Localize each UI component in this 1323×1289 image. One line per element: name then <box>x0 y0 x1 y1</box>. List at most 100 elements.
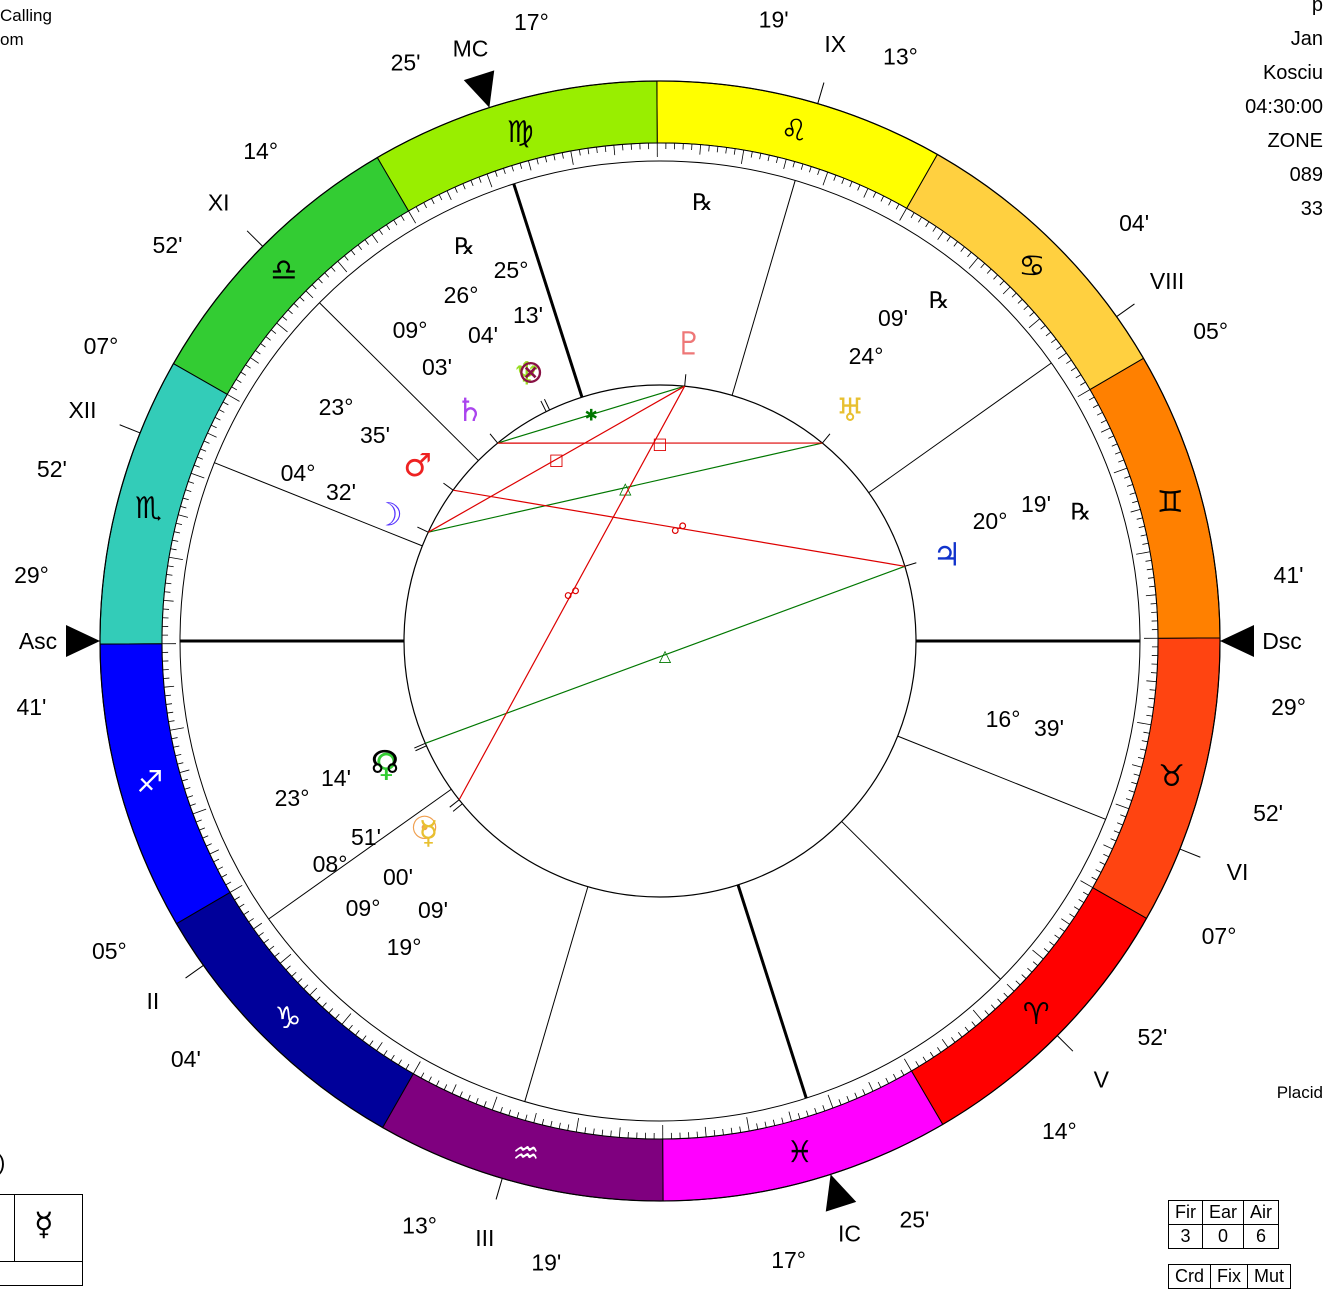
house-vi-degree: 07° <box>1202 923 1237 949</box>
sagittarius-icon: ♐ <box>136 765 163 800</box>
top-left-text: Calling om <box>0 6 52 50</box>
opposition-icon: ☍ <box>671 519 687 538</box>
element-fire-count: 3 <box>1169 1225 1203 1249</box>
neptune-retrograde-label: ℞ <box>454 233 475 259</box>
angle-asc-minute: 41' <box>16 694 46 720</box>
modality-fixed-header: Fix <box>1211 1265 1248 1289</box>
house-cusp-tick <box>496 1178 502 1199</box>
grid-divider <box>0 1261 82 1262</box>
pluto-position-label: 24° <box>849 343 884 369</box>
uranus-position-label: 19' <box>1021 491 1051 517</box>
jupiter-icon: ♃ <box>933 535 962 573</box>
neptune-position-label: 04' <box>468 322 498 348</box>
house-xii-name: XII <box>68 397 96 423</box>
header-line-5: ZONE <box>1245 124 1323 158</box>
chart-header-info: p Jan Kosciu 04:30:00 ZONE 089 33 <box>1245 0 1323 226</box>
angle-asc-degree: 29° <box>14 562 49 588</box>
house-ii-name: II <box>147 988 160 1014</box>
element-air-header: Air <box>1244 1201 1279 1225</box>
angle-ic-name: IC <box>838 1220 861 1246</box>
asc-arrow <box>66 625 100 657</box>
house-cusp-tick <box>247 231 263 247</box>
house-cusp-tick <box>1180 849 1200 857</box>
mc-arrow <box>464 70 494 107</box>
element-table: Fir Ear Air 3 0 6 <box>1168 1200 1279 1249</box>
saturn-position-label: 03' <box>422 354 452 380</box>
capricorn-icon: ♑ <box>275 1001 302 1036</box>
pluto-retrograde-label: ℞ <box>692 189 713 215</box>
angle-dsc-name: Dsc <box>1262 628 1302 654</box>
house-vi-name: VI <box>1227 859 1249 885</box>
house-xi-minute: 52' <box>153 232 183 258</box>
mercury-icon: ☿ <box>34 1205 54 1243</box>
uranus-position-label: 20° <box>973 508 1008 534</box>
house-xii-degree: 07° <box>84 333 119 359</box>
scorpio-icon: ♏ <box>135 491 162 526</box>
house-cusp-tick <box>1057 1036 1073 1052</box>
libra-icon: ♎ <box>270 253 297 288</box>
house-iii-minute: 19' <box>531 1250 561 1276</box>
house-iii-degree: 13° <box>402 1212 437 1238</box>
trine-icon: △ <box>659 646 672 665</box>
house-cusp-tick <box>186 965 204 978</box>
grid-divider <box>14 1195 15 1261</box>
mercury-icon: ☿ <box>419 814 439 852</box>
angle-ic-minute: 25' <box>899 1207 929 1233</box>
angle-mc-minute: 25' <box>391 49 421 75</box>
header-line-4: 04:30:00 <box>1245 90 1323 124</box>
modality-table: Crd Fix Mut <box>1168 1264 1291 1289</box>
house-xi-name: XI <box>208 190 230 216</box>
gemini-icon: ♊ <box>1157 485 1184 520</box>
sextile-icon: ✱ <box>584 406 597 425</box>
venus-position-label: 23° <box>275 785 310 811</box>
element-air-count: 6 <box>1244 1225 1279 1249</box>
modality-headers: Crd Fix Mut <box>1169 1265 1291 1289</box>
element-values: 3 0 6 <box>1169 1225 1279 1249</box>
pluto-position-label: 09' <box>878 305 908 331</box>
element-headers: Fir Ear Air <box>1169 1201 1279 1225</box>
house-viii-minute: 04' <box>1119 210 1149 236</box>
top-left-line-1: Calling <box>0 6 52 26</box>
sun-position-label: 00' <box>383 864 413 890</box>
aspect-circle <box>404 385 916 897</box>
house-v-minute: 52' <box>1137 1024 1167 1050</box>
moon-position-label: 32' <box>326 479 356 505</box>
house-viii-degree: 05° <box>1193 318 1228 344</box>
aquarius-icon: ♒ <box>512 1137 539 1172</box>
jupiter-position-label: 39' <box>1034 715 1064 741</box>
element-earth-count: 0 <box>1203 1225 1244 1249</box>
node-position-label: 14' <box>321 765 351 791</box>
house-iii-name: III <box>475 1225 494 1251</box>
house-ii-minute: 04' <box>171 1046 201 1072</box>
dsc-arrow <box>1220 625 1254 657</box>
neptune-position-label: 26° <box>444 282 479 308</box>
mercury-position-label: 09° <box>346 895 381 921</box>
jupiter-position-label: 16° <box>986 706 1021 732</box>
pluto-icon: ♇ <box>675 324 704 362</box>
aspect-grid-fragment: ☿ <box>0 1194 83 1286</box>
angle-asc-name: Asc <box>19 628 57 654</box>
house-xii-minute: 52' <box>37 456 67 482</box>
angle-dsc-degree: 29° <box>1271 694 1306 720</box>
saturn-icon: ♄ <box>455 391 484 429</box>
angle-dsc-minute: 41' <box>1274 562 1304 588</box>
left-paren-fragment: ) <box>0 1150 5 1176</box>
mars-icon: ♂ <box>403 446 432 484</box>
header-line-7: 33 <box>1245 192 1323 226</box>
ic-arrow <box>826 1174 856 1211</box>
pisces-icon: ♓ <box>786 1135 813 1170</box>
moon-position-label: 04° <box>281 460 316 486</box>
angle-mc-degree: 17° <box>514 9 549 35</box>
top-left-line-2: om <box>0 30 52 50</box>
header-line-6: 089 <box>1245 158 1323 192</box>
square-icon: □ <box>549 450 564 469</box>
saturn-position-label: 09° <box>393 317 428 343</box>
house-vi-minute: 52' <box>1253 800 1283 826</box>
house-ix-name: IX <box>824 31 846 57</box>
moon-icon: ☽ <box>374 496 403 534</box>
node-icon: ☊ <box>371 743 399 781</box>
fortune-position-label: 25° <box>494 257 529 283</box>
uranus-icon: ♅ <box>836 391 865 429</box>
aries-icon: ♈ <box>1023 997 1050 1032</box>
